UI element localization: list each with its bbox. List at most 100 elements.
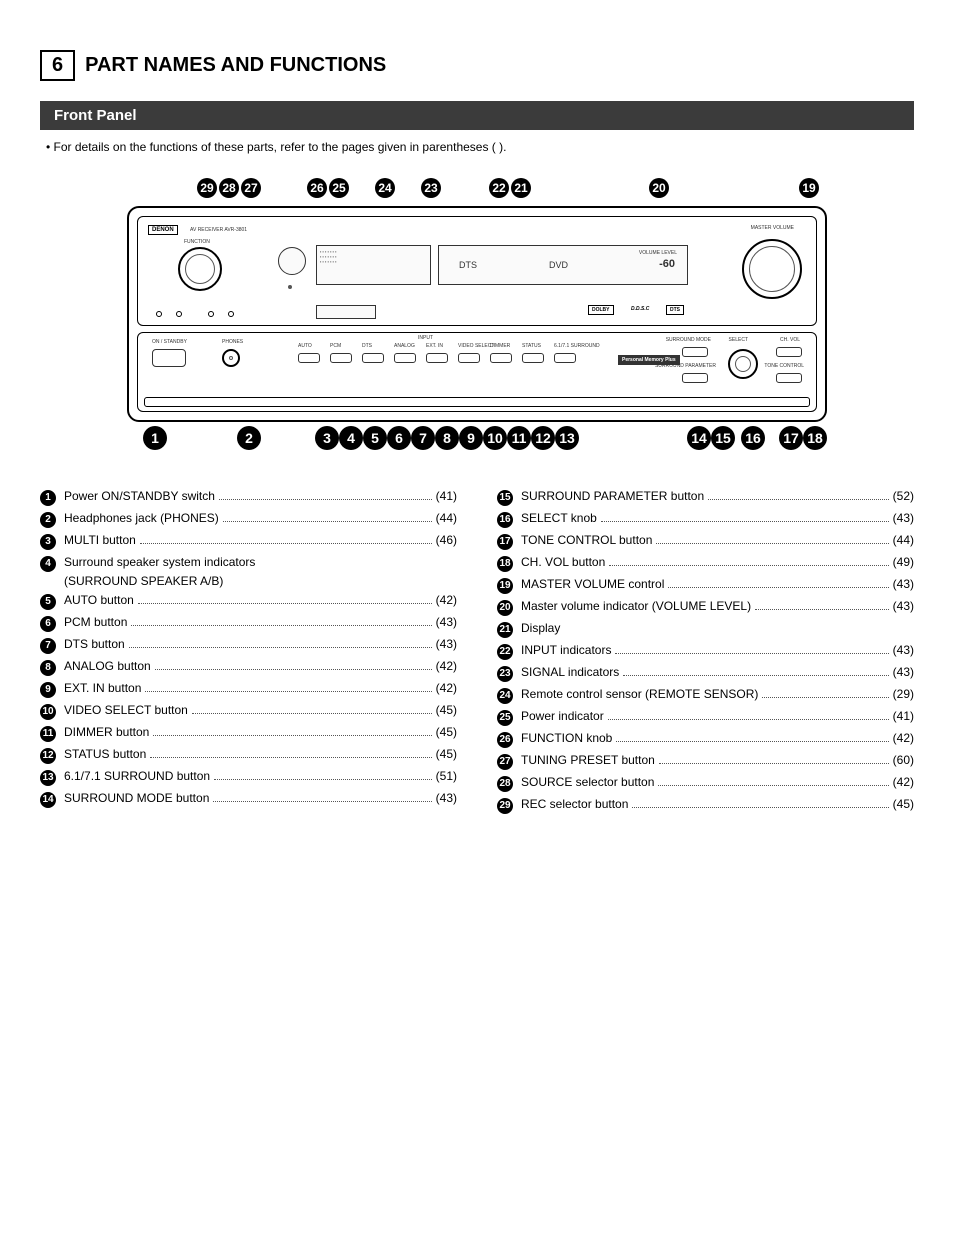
callout-29: 29 [197, 178, 217, 198]
item-label: SELECT knob [521, 510, 597, 527]
leader-dots [223, 521, 432, 522]
list-item: 18 CH. VOL button (49) [497, 554, 914, 572]
item-number: 17 [497, 534, 513, 550]
item-page: (44) [436, 510, 457, 527]
item-label: VIDEO SELECT button [64, 702, 188, 719]
btn-pcm [330, 353, 352, 363]
callout-9: 9 [459, 426, 483, 450]
badge-ddsc: D.D.S.C [628, 305, 652, 313]
callout-16: 16 [741, 426, 765, 450]
item-page: (49) [893, 554, 914, 571]
btn-auto [298, 353, 320, 363]
item-number: 23 [497, 666, 513, 682]
item-page: (43) [436, 790, 457, 807]
item-label: Power indicator [521, 708, 604, 725]
callout-18: 18 [803, 426, 827, 450]
leader-dots [214, 779, 432, 780]
callout-20: 20 [649, 178, 669, 198]
item-page: (45) [436, 724, 457, 741]
list-item: 12STATUS button(45) [40, 746, 457, 764]
leader-dots [155, 669, 432, 670]
item-label: CH. VOL button [521, 554, 605, 571]
subheader-bar: Front Panel [40, 101, 914, 130]
list-item: 28SOURCE selector button(42) [497, 774, 914, 792]
item-label: Power ON/STANDBY switch [64, 488, 215, 505]
leader-dots [601, 521, 889, 522]
power-led [288, 285, 292, 289]
item-label: AUTO button [64, 592, 134, 609]
list-item: 9EXT. IN button(42) [40, 680, 457, 698]
leader-dots [150, 757, 431, 758]
function-knob [178, 247, 222, 291]
callout-3: 3 [315, 426, 339, 450]
phones-jack [222, 349, 240, 367]
item-number: 21 [497, 622, 513, 638]
function-label: FUNCTION [184, 239, 210, 245]
item-label: 6.1/7.1 SURROUND button [64, 768, 210, 785]
leader-dots [131, 625, 431, 626]
item-page: (41) [893, 708, 914, 725]
surround-param-btn [682, 373, 708, 383]
leader-dots [219, 499, 432, 500]
btnlabel-extin: EXT. IN [426, 343, 443, 349]
item-label: Surround speaker system indicators [64, 554, 255, 571]
select-knob [728, 349, 758, 379]
list-item: 2Headphones jack (PHONES)(44) [40, 510, 457, 528]
btnlabel-analog: ANALOG [394, 343, 415, 349]
list-item: 11DIMMER button(45) [40, 724, 457, 742]
list-item: 29REC selector button(45) [497, 796, 914, 814]
leader-dots [762, 697, 888, 698]
item-number: 26 [497, 732, 513, 748]
item-page: (42) [436, 680, 457, 697]
leader-dots [192, 713, 432, 714]
item-number: 13 [40, 770, 56, 786]
callout-4: 4 [339, 426, 363, 450]
item-subtext: (SURROUND SPEAKER A/B) [64, 574, 457, 588]
callout-14: 14 [687, 426, 711, 450]
btnlabel-auto: AUTO [298, 343, 312, 349]
item-number: 24 [497, 688, 513, 704]
list-item: 25Power indicator(41) [497, 708, 914, 726]
item-number: 10 [40, 704, 56, 720]
parts-list-left: 1Power ON/STANDBY switch(41)2Headphones … [40, 484, 457, 818]
callout-8: 8 [435, 426, 459, 450]
item-page: (43) [893, 598, 914, 615]
preset-dot [208, 311, 214, 317]
rec-indicator [176, 311, 182, 317]
item-number: 11 [40, 726, 56, 742]
input-group-label: INPUT [418, 335, 433, 341]
leader-dots [708, 499, 889, 500]
list-item: 20Master volume indicator (VOLUME LEVEL)… [497, 598, 914, 616]
leader-dots [659, 763, 889, 764]
item-page: (43) [893, 642, 914, 659]
item-label: REC selector button [521, 796, 628, 813]
item-number: 4 [40, 556, 56, 572]
callout-2: 2 [237, 426, 261, 450]
item-page: (43) [893, 510, 914, 527]
grille-bar [144, 397, 810, 407]
select-label: SELECT [729, 337, 748, 343]
model-label: AV RECEIVER AVR-3801 [190, 227, 247, 233]
item-page: (45) [436, 746, 457, 763]
callout-25: 25 [329, 178, 349, 198]
btnlabel-vselect: VIDEO SELECT [458, 343, 494, 349]
list-item: 7DTS button(43) [40, 636, 457, 654]
leader-dots [755, 609, 889, 610]
section-title: PART NAMES AND FUNCTIONS [85, 54, 386, 77]
surround-param-label: SURROUND PARAMETER [655, 363, 716, 369]
callout-15: 15 [711, 426, 735, 450]
item-page: (29) [893, 686, 914, 703]
item-number: 18 [497, 556, 513, 572]
list-item: 4 Surround speaker system indicators [40, 554, 457, 572]
display-dvd: DVD [549, 260, 568, 270]
btn-dts [362, 353, 384, 363]
signal-indicator-panel: ▪ ▪ ▪ ▪ ▪ ▪ ▪▪ ▪ ▪ ▪ ▪ ▪ ▪▪ ▪ ▪ ▪ ▪ ▪ ▪ [316, 245, 431, 285]
item-label: SIGNAL indicators [521, 664, 619, 681]
btn-status [522, 353, 544, 363]
btnlabel-surround: 6.1/7.1 SURROUND [554, 343, 600, 349]
list-item: 27TUNING PRESET button(60) [497, 752, 914, 770]
master-volume-knob [742, 239, 802, 299]
parts-list-right: 15SURROUND PARAMETER button(52)16SELECT … [497, 484, 914, 818]
chvol-label: CH. VOL [780, 337, 800, 343]
device-outline: DENON AV RECEIVER AVR-3801 FUNCTION ▪ ▪ … [127, 206, 827, 422]
